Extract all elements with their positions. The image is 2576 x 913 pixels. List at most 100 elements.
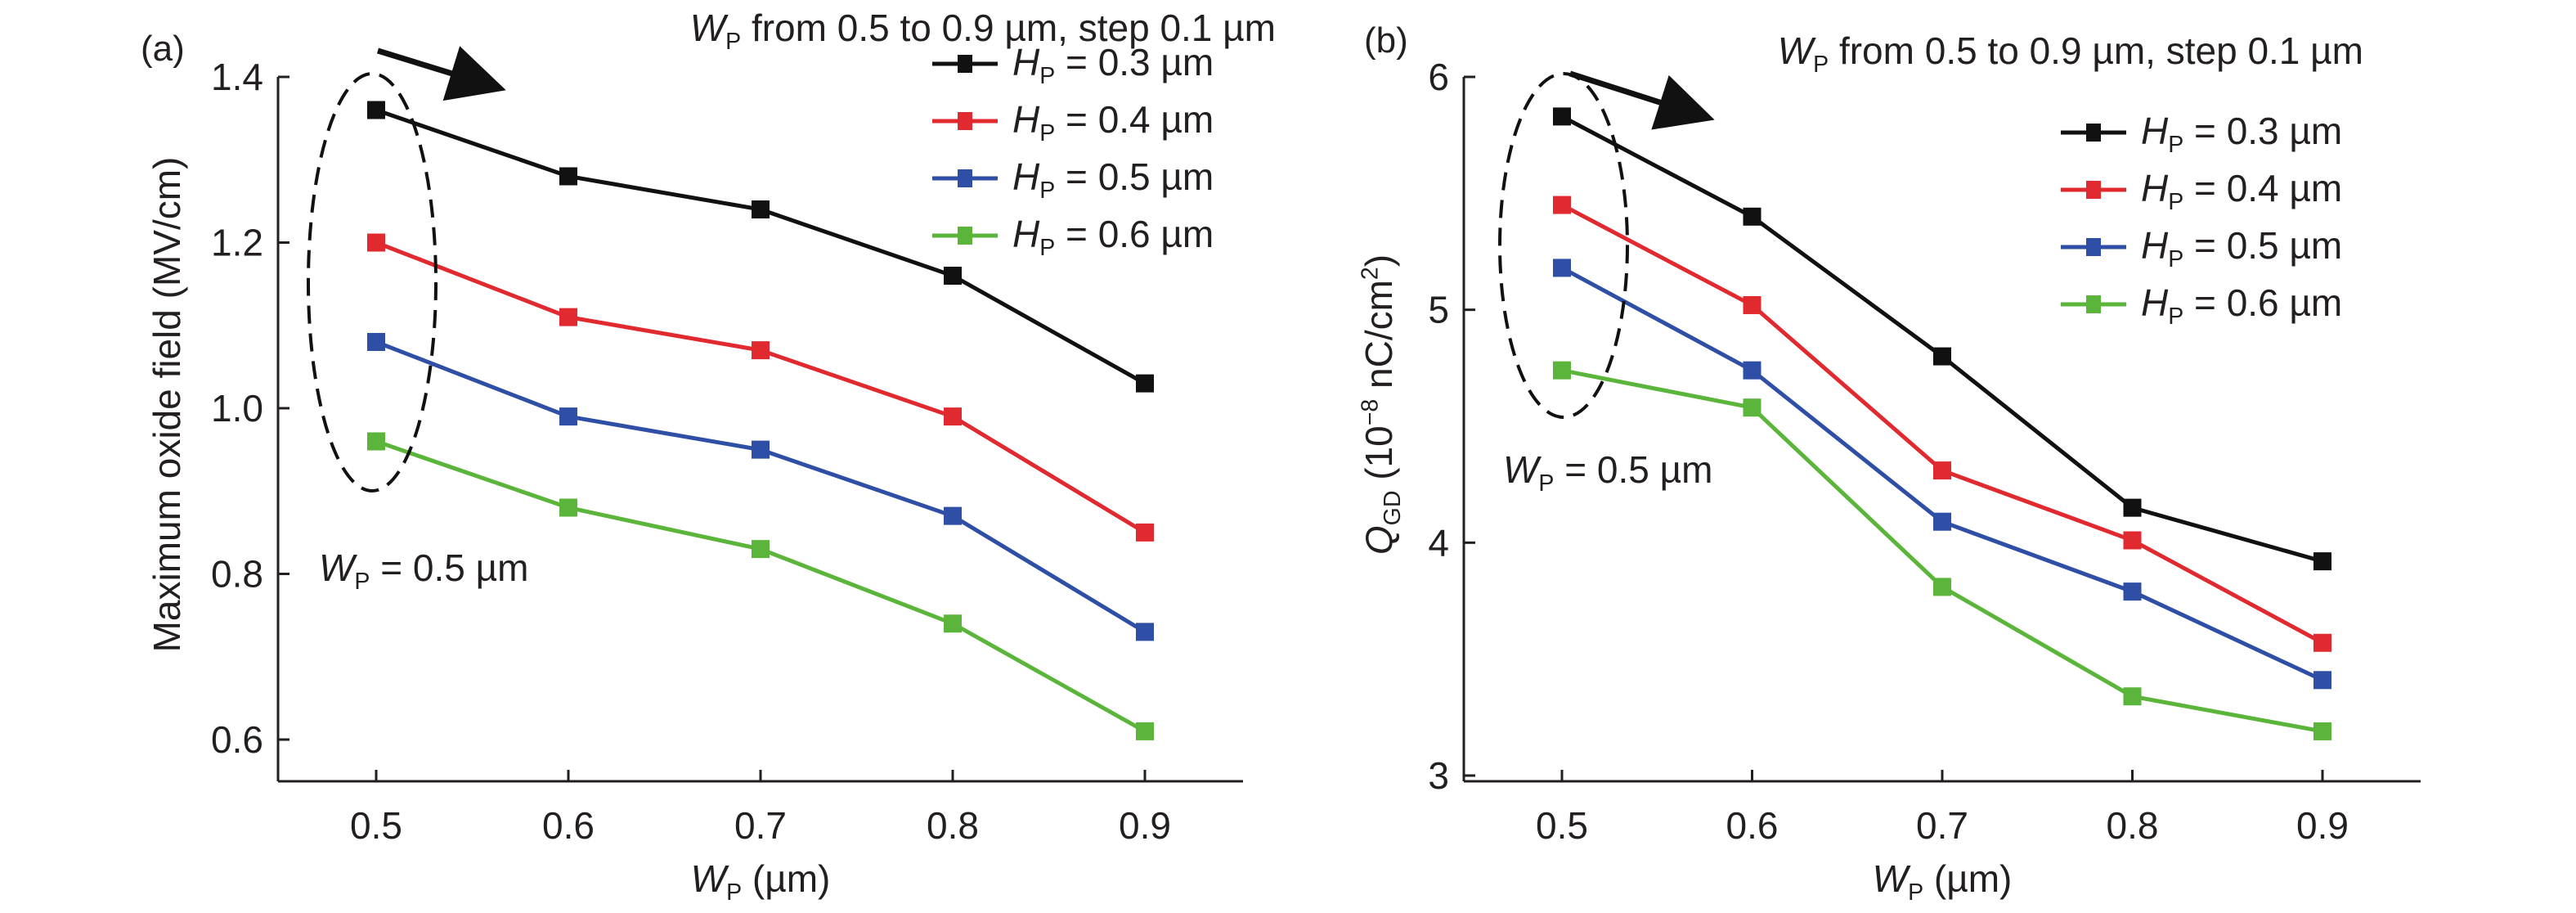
data-point: [1136, 374, 1154, 393]
data-point: [752, 341, 770, 360]
text-span: nC/cm: [1358, 280, 1400, 399]
text-span: (µm): [742, 857, 830, 900]
annotation-wp-0-5: WP = 0.5 µm: [319, 546, 528, 595]
legend-marker: [2086, 124, 2101, 142]
x-tick-label: 0.5: [350, 804, 402, 847]
subscript: P: [1039, 120, 1055, 146]
subscript: P: [1039, 178, 1055, 204]
series-line: [1560, 203, 2324, 645]
subscript: P: [1039, 63, 1055, 89]
data-point: [559, 167, 577, 186]
data-point: [1743, 207, 1761, 226]
x-tick-label: 0.5: [1536, 804, 1588, 847]
text-span: H: [1012, 41, 1040, 83]
text-span: Q: [1358, 525, 1400, 555]
x-tick-label: 0.6: [1726, 804, 1779, 847]
data-point: [2313, 722, 2331, 740]
subscript: GD: [1380, 491, 1406, 526]
data-point: [367, 233, 385, 252]
data-point: [1553, 361, 1571, 380]
subscript: P: [2168, 132, 2183, 158]
highlight-ellipse: [1498, 72, 1629, 419]
text-span: W: [1778, 29, 1817, 72]
annotation-wp-0-5: WP = 0.5 µm: [1503, 448, 1712, 497]
superscript: −8: [1358, 399, 1384, 426]
text-span: = 0.4 µm: [1055, 98, 1214, 141]
data-point: [2313, 552, 2331, 571]
legend-label: HP = 0.4 µm: [2141, 167, 2342, 215]
legend-label: HP = 0.3 µm: [1012, 41, 1214, 89]
text-span: = 0.5 µm: [370, 546, 528, 589]
x-tick-label: 0.8: [927, 804, 979, 847]
y-tick-label: 0.6: [211, 718, 263, 761]
data-point: [2123, 687, 2142, 706]
data-point: [1743, 361, 1761, 380]
text-span: H: [1012, 98, 1040, 141]
legend-label: HP = 0.6 µm: [1012, 213, 1214, 261]
data-point: [752, 540, 770, 559]
x-tick-label: 0.9: [1119, 804, 1171, 847]
panel-label: (a): [141, 29, 185, 69]
x-axis-label: WP (µm): [691, 857, 831, 906]
legend-marker: [2086, 295, 2101, 313]
y-tick-label: 1.0: [211, 387, 263, 430]
y-tick-label: 1.4: [211, 56, 263, 98]
text-span: = 0.5 µm: [2183, 224, 2342, 267]
y-tick-label: 0.8: [211, 553, 263, 596]
x-tick-label: 0.6: [542, 804, 595, 847]
data-point: [1136, 623, 1154, 641]
data-point: [1743, 398, 1761, 417]
data-point: [1743, 295, 1761, 314]
y-axis-label-group: QGD (10−8 nC/cm2): [1358, 254, 1407, 555]
data-point: [367, 333, 385, 351]
data-point: [2313, 633, 2331, 652]
text-span: = 0.6 µm: [1055, 213, 1214, 255]
text-span: H: [2141, 110, 2169, 152]
data-point: [752, 200, 770, 218]
text-span: (10: [1358, 425, 1400, 490]
data-point: [559, 498, 577, 517]
data-point: [1553, 259, 1571, 277]
subscript: P: [354, 569, 370, 595]
data-point: [1553, 107, 1571, 126]
arrow-icon: [376, 46, 506, 101]
subscript: P: [1908, 879, 1923, 906]
y-axis-label: QGD (10−8 nC/cm2): [1358, 254, 1407, 555]
data-point: [944, 614, 962, 633]
legend-marker: [2086, 181, 2101, 199]
text-span: W: [1873, 857, 1912, 900]
highlight-ellipse: [307, 72, 438, 492]
panel-label: (b): [1364, 20, 1408, 61]
data-point: [559, 407, 577, 426]
legend-label: HP = 0.3 µm: [2141, 110, 2342, 158]
text-span: W: [690, 7, 729, 49]
text-span: ): [1358, 254, 1400, 267]
text-span: = 0.3 µm: [2183, 110, 2342, 152]
text-span: = 0.6 µm: [2183, 281, 2342, 324]
data-point: [1933, 461, 1951, 480]
text-span: W: [1503, 448, 1542, 491]
subscript: P: [2168, 304, 2183, 330]
legend-label: HP = 0.4 µm: [1012, 98, 1214, 146]
legend-marker: [2086, 238, 2101, 256]
subscript: P: [726, 879, 742, 906]
annotation-sweep: WP from 0.5 to 0.9 µm, step 0.1 µm: [1778, 29, 2363, 78]
text-span: H: [1012, 155, 1040, 198]
data-point: [944, 407, 962, 426]
arrow-icon: [1568, 70, 1715, 130]
text-span: = 0.4 µm: [2183, 167, 2342, 209]
text-span: = 0.5 µm: [1055, 155, 1214, 198]
y-axis-label-group: Maximum oxide field (MV/cm): [146, 157, 188, 653]
superscript: 2: [1358, 267, 1384, 280]
y-tick-label: 5: [1428, 289, 1449, 331]
data-point: [1933, 347, 1951, 366]
x-axis-label: WP (µm): [1873, 857, 2013, 906]
legend-marker: [958, 55, 972, 73]
data-point: [2313, 671, 2331, 690]
legend-marker: [958, 227, 972, 245]
legend-label: HP = 0.5 µm: [1012, 155, 1214, 204]
subscript: P: [725, 29, 741, 55]
subscript: P: [2168, 246, 2183, 272]
legend-label: HP = 0.6 µm: [2141, 281, 2342, 330]
